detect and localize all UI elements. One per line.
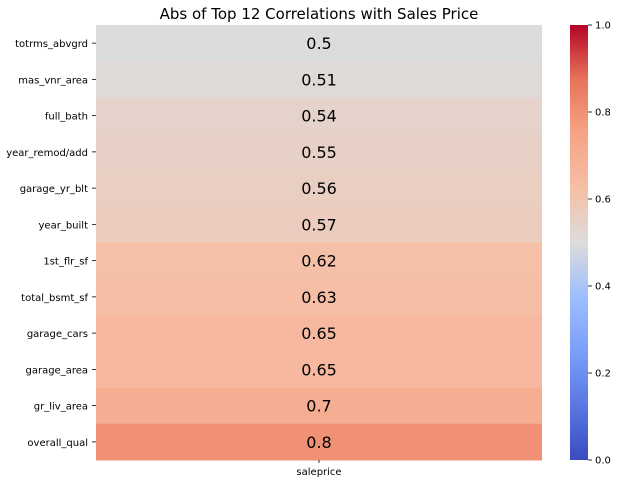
cell-value-label: 0.51 (301, 70, 337, 89)
heatmap-cell (96, 97, 542, 135)
cell-value-label: 0.65 (301, 360, 337, 379)
colorbar: 0.0 0.2 0.4 0.6 0.8 1.0 (570, 21, 611, 467)
cell-value-label: 0.63 (301, 288, 337, 307)
cell-value-label: 0.65 (301, 324, 337, 343)
heatmap-cell (96, 206, 542, 243)
y-axis-label: garage_yr_blt (20, 184, 88, 195)
y-axis-label: garage_cars (27, 329, 88, 340)
y-axis-label: totrms_abvgrd (15, 39, 88, 50)
heatmap-cell (96, 423, 542, 461)
y-axis-label: full_bath (45, 112, 88, 123)
heatmap-cell (96, 61, 542, 98)
cell-value-label: 0.5 (306, 34, 331, 53)
chart-title: Abs of Top 12 Correlations with Sales Pr… (160, 5, 479, 23)
cell-value-label: 0.54 (301, 107, 337, 126)
heatmap-cell (96, 278, 542, 316)
x-axis-label-saleprice: saleprice (296, 467, 341, 478)
y-axis-label: garage_area (25, 365, 88, 376)
heatmap-cell (96, 133, 542, 171)
cell-value-label: 0.62 (301, 252, 337, 271)
heatmap-cell (96, 351, 542, 388)
cell-value-label: 0.55 (301, 143, 337, 162)
heatmap-cell (96, 242, 542, 280)
y-axis-label: 1st_flr_sf (43, 257, 88, 268)
cell-value-label: 0.57 (301, 215, 337, 234)
colorbar-ticks: 0.0 0.2 0.4 0.6 0.8 1.0 (588, 21, 611, 467)
colorbar-tick-label: 1.0 (595, 21, 611, 32)
colorbar-tick-label: 0.6 (595, 195, 611, 206)
y-axis-label: year_remod/add (6, 148, 88, 159)
heatmap-cell (96, 25, 542, 62)
y-axis-label: mas_vnr_area (18, 75, 88, 86)
heatmap-cell (96, 387, 542, 425)
y-axis-label: total_bsmt_sf (21, 293, 88, 304)
colorbar-tick-label: 0.0 (595, 456, 611, 467)
y-axis-ticks (92, 42, 96, 443)
colorbar-tick-label: 0.4 (595, 282, 611, 293)
cell-value-label: 0.8 (306, 433, 331, 452)
y-axis-label: gr_liv_area (34, 402, 88, 413)
cell-value-label: 0.7 (306, 397, 331, 416)
heatmap-cell (96, 170, 542, 207)
colorbar-tick-label: 0.8 (595, 108, 611, 119)
y-axis-label: overall_qual (27, 438, 88, 449)
y-axis-label: year_built (39, 220, 89, 231)
heatmap-cell (96, 315, 542, 352)
colorbar-tick-label: 0.2 (595, 369, 611, 380)
y-axis-labels: totrms_abvgrd mas_vnr_area full_bath year_r… (6, 39, 88, 449)
heatmap-cells: 0.5 0.51 0.54 0.55 0.56 0.57 0.62 0.63 0.65 0.65 0… (96, 25, 542, 461)
colorbar-gradient (570, 25, 588, 460)
cell-value-label: 0.56 (301, 179, 337, 198)
